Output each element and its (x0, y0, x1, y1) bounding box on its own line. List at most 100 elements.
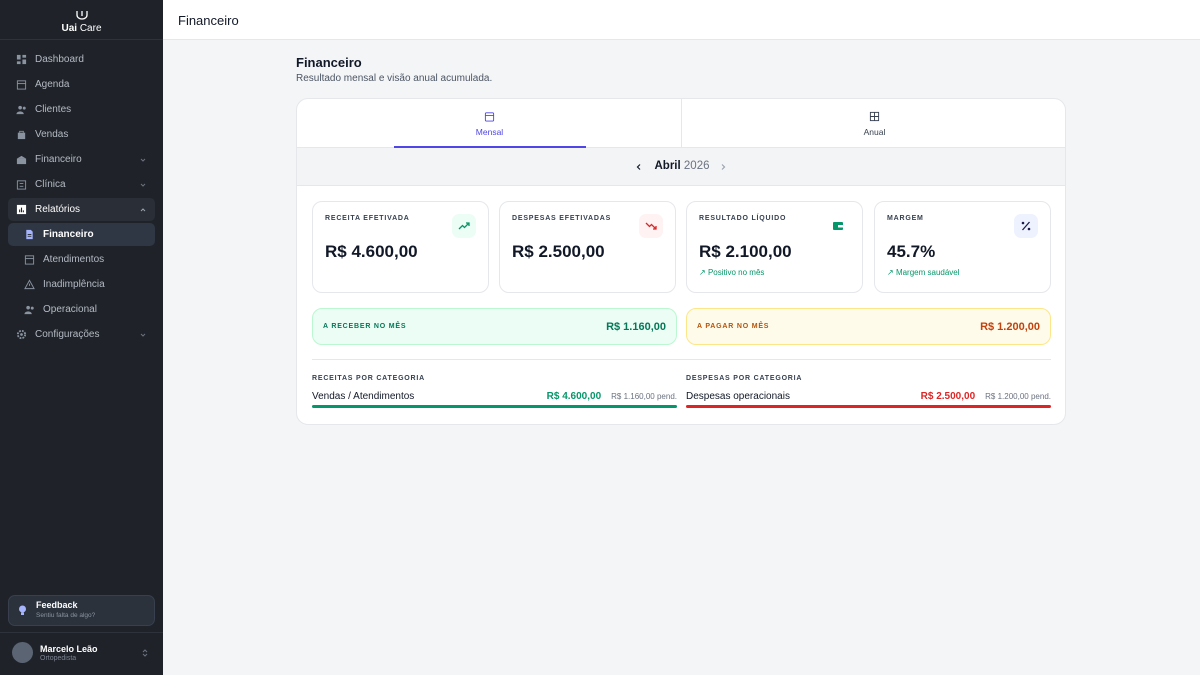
sub-nav-item-active[interactable]: Financeiro (8, 223, 155, 246)
nav-item[interactable]: Clínica (8, 173, 155, 196)
nav-item[interactable]: Clientes (8, 98, 155, 121)
icon (833, 222, 843, 230)
expense-categories: DESPESAS POR CATEGORIA Despesas operacio… (686, 375, 1051, 408)
period-selector: Abril 2026 (297, 148, 1065, 186)
icon (26, 229, 33, 240)
next-button[interactable] (719, 163, 727, 171)
sub-nav-item[interactable]: Inadimplência (8, 273, 155, 296)
kpi-icon (826, 214, 850, 238)
nav-label: Dashboard (35, 54, 84, 65)
user-menu[interactable]: Marcelo Leão Ortopedista (12, 642, 152, 664)
kpi-icon (1014, 214, 1038, 238)
divider (0, 632, 163, 633)
kpi-card: MARGEM 45.7% ↗ Margem saudável (874, 201, 1051, 293)
page-subtitle: Resultado mensal e visão anual acumulada… (296, 73, 493, 84)
divider (0, 39, 163, 40)
kpi-card: DESPESAS EFETIVADAS R$ 2.500,00 (499, 201, 676, 293)
divider (312, 359, 1051, 360)
nav-label: Configurações (35, 329, 100, 340)
logo[interactable]: Uai Care (0, 10, 163, 34)
logo-brand: Uai (61, 23, 78, 34)
nav-label: Financeiro (43, 229, 94, 240)
kpi-value: 45.7% (887, 242, 936, 261)
payable-value: R$ 1.200,00 (980, 320, 1040, 333)
icon (16, 80, 27, 90)
category-value: R$ 2.500,00 (920, 391, 976, 402)
nav-item[interactable]: Configurações (8, 323, 155, 346)
receivable-label: A RECEBER NO MÊS (323, 323, 407, 330)
icon (458, 222, 470, 230)
nav-label: Agenda (35, 79, 70, 90)
feedback-subtitle: Sentiu falta de algo? (36, 612, 96, 619)
logo-brand-suffix: Care (79, 23, 102, 34)
chevron (140, 183, 146, 187)
nav-item[interactable]: Financeiro (8, 148, 155, 171)
icon (24, 305, 34, 315)
kpi-value: R$ 4.600,00 (325, 242, 418, 261)
icon (19, 605, 26, 615)
icon (16, 105, 26, 115)
icon (16, 180, 27, 190)
icon (484, 112, 495, 122)
nav-label: Relatórios (35, 204, 81, 215)
category-row: Vendas / Atendimentos R$ 4.600,00 R$ 1.1… (312, 391, 677, 402)
kpi-note: ↗ Margem saudável (887, 268, 960, 277)
sub-nav-item[interactable]: Atendimentos (8, 248, 155, 271)
icon (16, 204, 27, 215)
period-year: 2026 (683, 160, 710, 172)
sidebar: Uai Care Dashboard Agenda Clientes Venda… (0, 0, 163, 675)
nav-label: Clínica (35, 179, 66, 190)
period-month: Abril (654, 160, 681, 172)
sub-nav-item[interactable]: Operacional (8, 298, 155, 321)
tab-label: Anual (863, 127, 886, 137)
kpi-label: RESULTADO LÍQUIDO (699, 215, 787, 222)
category-name: Despesas operacionais (686, 391, 790, 402)
icon (869, 111, 880, 122)
nav-item[interactable]: Vendas (8, 123, 155, 146)
nav-label: Clientes (35, 104, 72, 115)
kpi-value: R$ 2.100,00 (699, 242, 792, 261)
topbar: Financeiro (163, 0, 1200, 40)
tab[interactable]: Anual (682, 99, 1065, 148)
tab-active[interactable]: Mensal (297, 99, 682, 148)
prev-button[interactable] (635, 163, 643, 171)
icon (24, 255, 35, 265)
nav-item-open[interactable]: Relatórios (8, 198, 155, 221)
category-row: Despesas operacionais R$ 2.500,00 R$ 1.2… (686, 391, 1051, 402)
nav-label: Inadimplência (43, 279, 105, 290)
receivable-box: A RECEBER NO MÊS R$ 1.160,00 (312, 308, 677, 345)
nav-item[interactable]: Agenda (8, 73, 155, 96)
logo-icon (75, 11, 88, 20)
category-pending: R$ 1.200,00 pend. (985, 392, 1051, 401)
category-value: R$ 4.600,00 (546, 391, 602, 402)
kpi-card: RECEITA EFETIVADA R$ 4.600,00 (312, 201, 489, 293)
tab-underline (394, 146, 586, 148)
page-title: Financeiro (296, 55, 362, 70)
kpi-icon (452, 214, 476, 238)
kpi-note: ↗ Positivo no mês (699, 268, 765, 277)
section-title: RECEITAS POR CATEGORIA (312, 375, 426, 382)
avatar (12, 642, 33, 663)
page-header: Financeiro Resultado mensal e visão anua… (296, 55, 492, 84)
kpi-label: DESPESAS EFETIVADAS (512, 215, 612, 222)
divider (681, 99, 682, 148)
nav-label: Atendimentos (43, 254, 105, 265)
category-bar (312, 405, 677, 408)
category-bar (686, 405, 1051, 408)
kpi-icon (639, 214, 663, 238)
chevron (142, 649, 148, 657)
icon (645, 222, 657, 230)
icon (16, 155, 27, 165)
section-title: DESPESAS POR CATEGORIA (686, 375, 803, 382)
nav-item[interactable]: Dashboard (8, 48, 155, 71)
icon (16, 329, 27, 340)
tab-label: Mensal (475, 127, 504, 137)
icon (24, 279, 35, 290)
feedback-title: Feedback (36, 600, 78, 610)
nav-label: Vendas (35, 129, 69, 140)
chevron (140, 207, 146, 211)
category-pending: R$ 1.160,00 pend. (611, 392, 677, 401)
feedback-button[interactable]: Feedback Sentiu falta de algo? (8, 595, 155, 626)
payable-box: A PAGAR NO MÊS R$ 1.200,00 (686, 308, 1051, 345)
